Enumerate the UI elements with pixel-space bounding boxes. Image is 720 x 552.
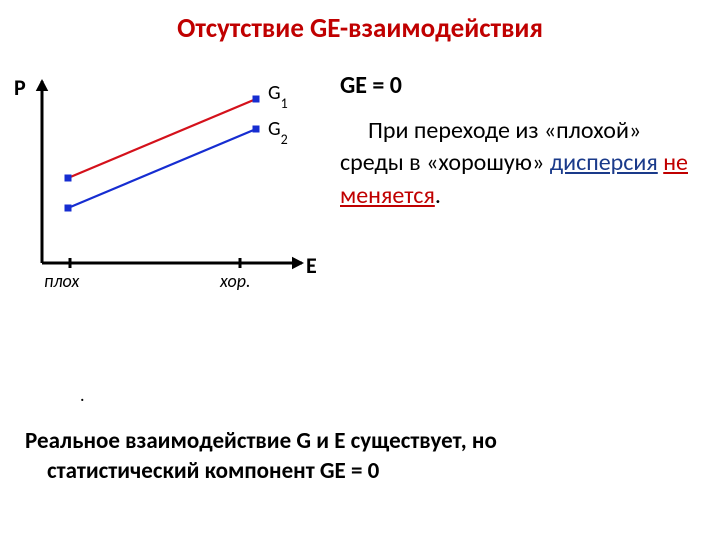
bullet-dot: . — [80, 384, 85, 406]
svg-text:хор.: хор. — [219, 270, 251, 292]
svg-text:P: P — [14, 74, 26, 101]
bottom-text: Реальное взаимодействие G и E существует… — [25, 427, 700, 487]
chart-svg: плох хор. P E G1 G2 — [10, 63, 330, 303]
para-dot: . — [435, 181, 441, 210]
ge0-heading: GE = 0 — [340, 71, 705, 100]
para-dispersia: дисперсия — [550, 148, 658, 177]
bottom-line2: статистический компонент GE = 0 — [25, 457, 700, 487]
svg-text:плох: плох — [44, 270, 80, 292]
right-panel: GE = 0 При переходе из «плохой» среды в … — [330, 63, 720, 303]
page-title: Отсутствие GE-взаимодействия — [0, 12, 720, 45]
description-paragraph: При переходе из «плохой» среды в «хорошу… — [340, 115, 705, 212]
svg-text:G1: G1 — [268, 81, 288, 112]
bottom-line1: Реальное взаимодействие G и E существует… — [25, 427, 700, 457]
ge-chart: плох хор. P E G1 G2 — [10, 63, 330, 303]
content-row: плох хор. P E G1 G2 GE = 0 При переходе из «п… — [0, 63, 720, 303]
svg-text:G2: G2 — [268, 117, 288, 148]
svg-text:E: E — [306, 252, 317, 279]
